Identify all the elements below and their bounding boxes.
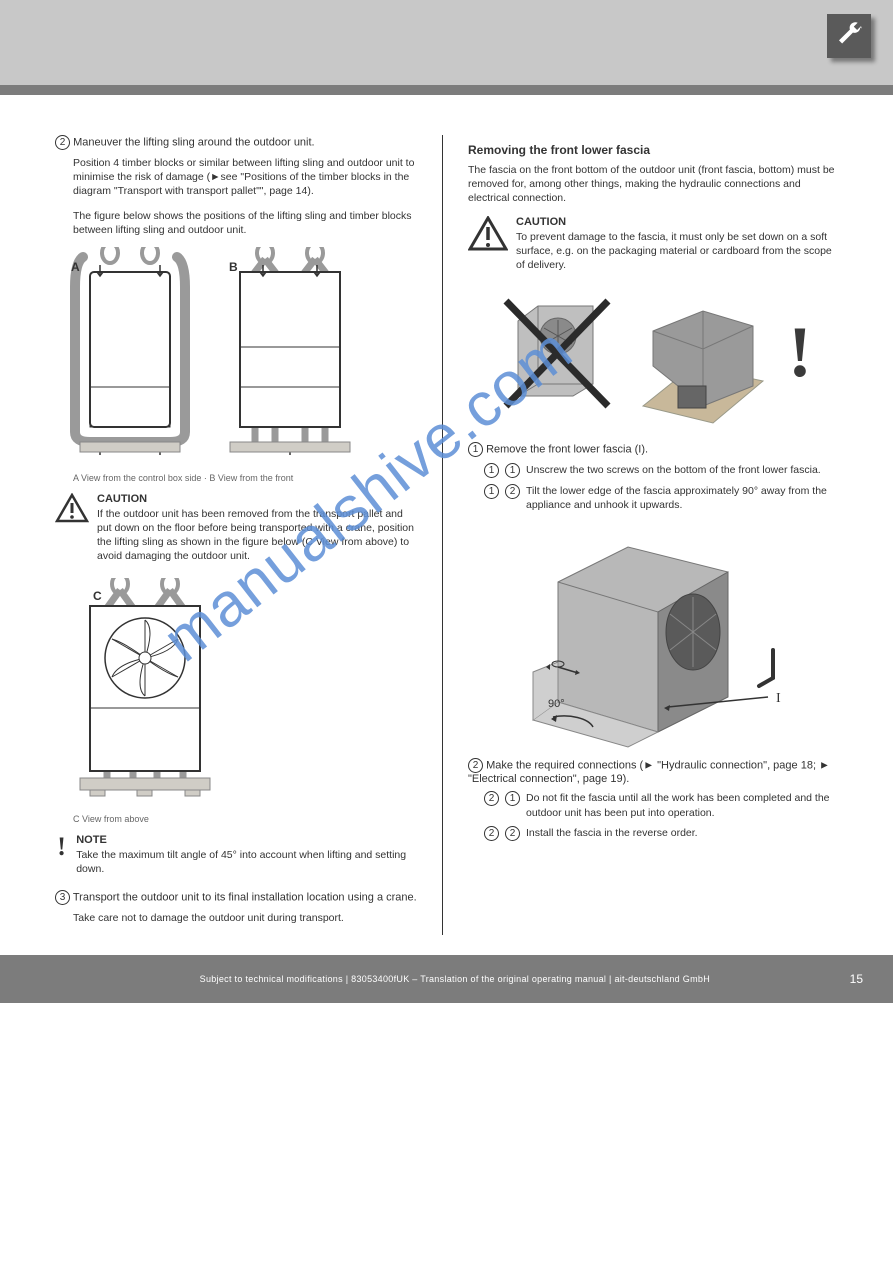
- r-step-1-2: 1 2 Tilt the lower edge of the fascia ap…: [484, 484, 838, 512]
- substep-num-a: 2: [484, 826, 499, 841]
- figure-c: C: [55, 578, 417, 808]
- step-title: Remove the front lower fascia (I).: [486, 443, 648, 455]
- substep-text: Unscrew the two screws on the bottom of …: [526, 463, 821, 478]
- substep-num-b: 2: [505, 826, 520, 841]
- header-strip: [0, 85, 893, 95]
- figure-c-svg: C: [55, 578, 235, 808]
- caution-block-left: CAUTION If the outdoor unit has been rem…: [55, 493, 417, 564]
- figure-ab: A B: [55, 247, 417, 467]
- figure-removal: 90° I: [498, 522, 838, 752]
- step-3-head: 3 Transport the outdoor unit to its fina…: [55, 890, 417, 905]
- r-step-2-head: 2 Make the required connections (► "Hydr…: [468, 758, 838, 785]
- figure-c-caption: C View from above: [73, 814, 417, 824]
- note-block-left: ! NOTE Take the maximum tilt angle of 45…: [55, 834, 417, 876]
- warning-triangle-icon: [468, 216, 508, 273]
- section-title: Removing the front lower fascia: [468, 143, 838, 157]
- svg-text:C: C: [93, 589, 102, 603]
- substep-num-a: 1: [484, 484, 499, 499]
- caution-block-right: CAUTION To prevent damage to the fascia,…: [468, 216, 838, 273]
- section-intro: The fascia on the front bottom of the ou…: [468, 163, 838, 206]
- footer-text: Subject to technical modifications | 830…: [60, 974, 850, 984]
- caution-title: CAUTION: [97, 493, 417, 505]
- svg-text:!: !: [788, 312, 812, 392]
- figure-removal-svg: 90° I: [498, 522, 838, 752]
- substep-num-b: 2: [505, 484, 520, 499]
- substep-num-b: 1: [505, 463, 520, 478]
- left-column: 2 Maneuver the lifting sling around the …: [30, 135, 443, 935]
- figure-b-svg: B: [215, 247, 365, 467]
- caution-body: To prevent damage to the fascia, it must…: [516, 230, 838, 273]
- r-step-2-1: 2 1 Do not fit the fascia until all the …: [484, 791, 838, 819]
- wrench-badge: [827, 14, 871, 58]
- caution-title: CAUTION: [516, 216, 838, 228]
- step-number: 2: [55, 135, 70, 150]
- step-title: Make the required connections (► "Hydrau…: [468, 760, 830, 786]
- figure-ab-caption: A View from the control box side · B Vie…: [73, 473, 417, 483]
- substep-text: Install the fascia in the reverse order.: [526, 826, 698, 841]
- caution-body: If the outdoor unit has been removed fro…: [97, 507, 417, 564]
- main-content: 2 Maneuver the lifting sling around the …: [0, 95, 893, 955]
- svg-text:90°: 90°: [548, 698, 565, 710]
- r-step-2-2: 2 2 Install the fascia in the reverse or…: [484, 826, 838, 841]
- substep-num-b: 1: [505, 791, 520, 806]
- substep-num-a: 1: [484, 463, 499, 478]
- step-2-head: 2 Maneuver the lifting sling around the …: [55, 135, 417, 150]
- wrench-icon: [834, 21, 864, 51]
- footer-bar: Subject to technical modifications | 830…: [0, 955, 893, 1003]
- step-title: Maneuver the lifting sling around the ou…: [73, 136, 315, 148]
- step-number: 3: [55, 890, 70, 905]
- page-number: 15: [850, 972, 863, 986]
- r-step-1-1: 1 1 Unscrew the two screws on the bottom…: [484, 463, 838, 478]
- step-number: 2: [468, 758, 483, 773]
- note-title: NOTE: [76, 834, 417, 846]
- step-2-body-a: Position 4 timber blocks or similar betw…: [73, 156, 417, 199]
- substep-text: Tilt the lower edge of the fascia approx…: [526, 484, 838, 512]
- svg-text:A: A: [71, 260, 80, 274]
- substep-text: Do not fit the fascia until all the work…: [526, 791, 838, 819]
- note-body: Take the maximum tilt angle of 45° into …: [76, 848, 417, 876]
- header-bar: [0, 0, 893, 85]
- figure-a-svg: A: [55, 247, 205, 467]
- step-title: Transport the outdoor unit to its final …: [73, 891, 417, 903]
- note-mark-icon: !: [55, 834, 68, 876]
- step-3-body: Take care not to damage the outdoor unit…: [73, 911, 417, 925]
- step-2-body-b: The figure below shows the positions of …: [73, 209, 417, 237]
- right-column: Removing the front lower fascia The fasc…: [443, 135, 863, 935]
- svg-text:I: I: [776, 691, 781, 706]
- substep-num-a: 2: [484, 791, 499, 806]
- r-step-1-head: 1 Remove the front lower fascia (I).: [468, 442, 838, 457]
- step-number: 1: [468, 442, 483, 457]
- warning-triangle-icon: [55, 493, 89, 564]
- svg-text:B: B: [229, 260, 238, 274]
- figure-placement-svg: !: [488, 286, 828, 436]
- figure-placement: !: [488, 286, 838, 436]
